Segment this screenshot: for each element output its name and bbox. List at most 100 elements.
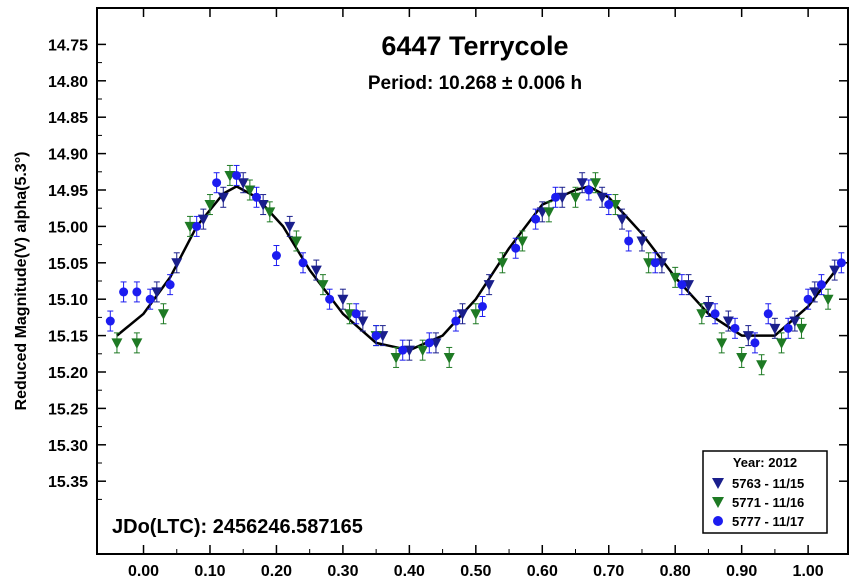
data-point	[710, 303, 720, 325]
data-point	[417, 339, 429, 361]
data-point	[551, 186, 561, 208]
y-tick-label: 15.05	[48, 256, 88, 273]
data-point	[151, 281, 163, 303]
y-tick-label: 14.75	[48, 37, 88, 54]
y-tick-label: 14.85	[48, 110, 88, 127]
data-point	[702, 295, 714, 317]
x-tick-label: 0.00	[128, 563, 159, 580]
data-point	[290, 230, 302, 252]
data-point	[443, 346, 455, 368]
legend: Year: 2012 5763 - 11/15 5771 - 11/16 5777 …	[702, 450, 828, 534]
legend-label: 5763 - 11/15	[732, 476, 804, 491]
data-point	[264, 201, 276, 223]
data-point	[669, 266, 681, 288]
data-point	[217, 186, 229, 208]
data-point	[131, 332, 143, 354]
data-point	[496, 252, 508, 274]
data-point	[351, 303, 361, 325]
data-point	[822, 288, 834, 310]
data-point	[677, 274, 687, 296]
legend-label: 5777 - 11/17	[732, 514, 804, 529]
y-tick-label: 14.80	[48, 74, 88, 91]
data-point	[829, 259, 841, 281]
data-point	[816, 274, 826, 296]
data-point	[543, 201, 555, 223]
data-point	[477, 295, 487, 317]
y-tick-label: 14.95	[48, 183, 88, 200]
data-point	[589, 172, 601, 194]
data-point	[271, 245, 281, 267]
legend-title: Year: 2012	[733, 455, 797, 470]
data-point	[624, 230, 634, 252]
data-point	[650, 252, 660, 274]
data-point	[763, 303, 773, 325]
data-point	[204, 194, 216, 216]
data-point	[357, 310, 369, 332]
data-point	[836, 252, 846, 274]
y-tick-label: 15.00	[48, 219, 88, 236]
fit-curve	[116, 185, 843, 352]
data-point	[237, 172, 249, 194]
data-point	[696, 303, 708, 325]
x-tick-label: 0.50	[460, 563, 491, 580]
data-point	[636, 230, 648, 252]
x-tick-label: 0.70	[593, 563, 624, 580]
x-tick-label: 1.00	[793, 563, 824, 580]
data-point	[317, 274, 329, 296]
data-point	[584, 179, 594, 201]
data-point	[483, 274, 495, 296]
data-point	[132, 281, 142, 303]
data-point	[596, 186, 608, 208]
data-point	[325, 288, 335, 310]
data-point	[809, 281, 821, 303]
legend-entry: 5763 - 11/15	[712, 476, 804, 491]
data-point	[803, 288, 813, 310]
legend-label: 5771 - 11/16	[732, 495, 804, 510]
data-point	[232, 164, 242, 186]
data-point	[604, 194, 614, 216]
data-point	[756, 354, 768, 376]
jd-annotation: JDo(LTC): 2456246.587165	[112, 516, 363, 538]
data-point	[145, 288, 155, 310]
data-point	[570, 186, 582, 208]
y-tick-label: 15.10	[48, 292, 88, 309]
data-point	[457, 303, 469, 325]
y-tick-label: 15.30	[48, 438, 88, 455]
data-point	[789, 310, 801, 332]
data-point	[576, 172, 588, 194]
data-point	[716, 332, 728, 354]
data-point	[157, 303, 169, 325]
legend-marker-circle	[713, 516, 723, 526]
data-point	[390, 346, 402, 368]
data-point	[257, 194, 269, 216]
x-tick-label: 0.40	[394, 563, 425, 580]
data-point	[337, 288, 349, 310]
x-tick-label: 0.20	[261, 563, 292, 580]
data-point	[105, 310, 115, 332]
data-point	[769, 317, 781, 339]
data-point	[398, 339, 408, 361]
data-point	[197, 208, 209, 230]
x-tick-label: 0.80	[660, 563, 691, 580]
data-point	[298, 252, 308, 274]
legend-marker-triangle	[712, 478, 724, 489]
y-tick-label: 15.25	[48, 401, 88, 418]
data-point	[750, 332, 760, 354]
data-point	[776, 332, 788, 354]
data-point	[244, 179, 256, 201]
data-point	[451, 310, 461, 332]
data-point	[742, 325, 754, 347]
chart-title: 6447 Terrycole	[381, 31, 568, 61]
chart-subtitle: Period: 10.268 ± 0.006 h	[368, 73, 582, 94]
legend-entry: 5777 - 11/17	[713, 514, 804, 529]
y-tick-label: 15.20	[48, 365, 88, 382]
legend-entry: 5771 - 11/16	[712, 495, 804, 510]
data-point	[284, 215, 296, 237]
data-point	[192, 215, 202, 237]
data-point	[511, 237, 521, 259]
data-point	[795, 317, 807, 339]
data-point	[722, 310, 734, 332]
data-point	[371, 325, 381, 347]
data-point	[516, 230, 528, 252]
